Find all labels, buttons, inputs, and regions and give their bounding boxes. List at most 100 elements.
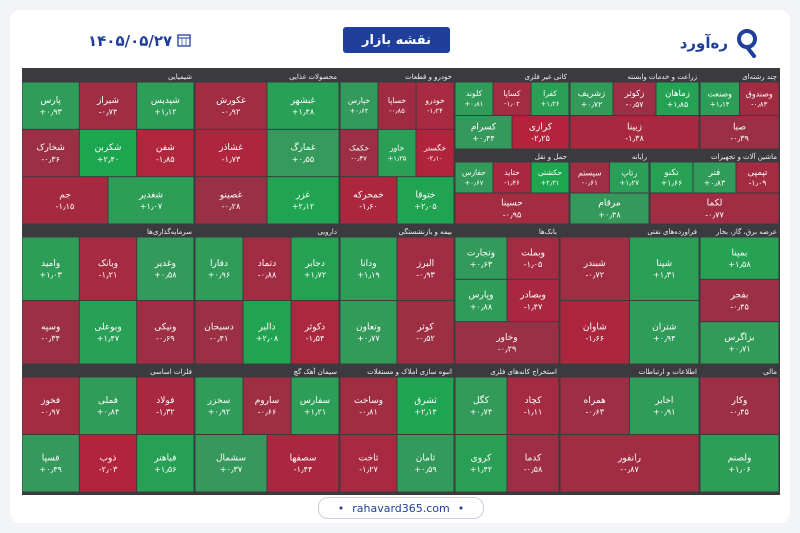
stock-change: -۰٫۷۷ [705,209,724,219]
stock-change: +۰٫۸۴ [97,407,119,417]
stock-change: -۱٫۳۲ [156,407,175,417]
stock-name: دالبر [258,322,276,332]
logo-text: ره‌آورد [679,34,728,52]
stock-change: +۰٫۶۲ [350,107,369,115]
stock-tile [22,82,79,129]
stock-name: غشاذر [218,143,243,153]
stock-tile [700,116,779,149]
calendar-icon[interactable] [177,33,192,47]
stock-change: +۰٫۵۵ [292,154,314,164]
stock-change: -۰٫۵۸ [524,464,543,474]
stock-name: وتعاون [356,322,381,332]
stock-tile [195,301,243,364]
stock-tile [512,116,569,149]
stock-tile [79,435,137,492]
stock-change: +۰٫۹۴ [653,333,675,343]
stock-change: -۱٫۶۰ [359,201,378,211]
stock-name: خپارس [348,96,371,105]
stock-name: خودرو [424,96,445,105]
stock-name: وصنعت [708,90,733,99]
stock-change: -۱٫۲۷ [359,464,378,474]
stock-change: -۰٫۴۱ [210,333,229,343]
stock-tile [613,82,656,115]
stock-tile [340,237,397,300]
sector-label: اطلاعات و ارتباطات [639,368,697,376]
stock-tile [22,129,79,177]
stock-tile [137,301,194,364]
stock-tile [137,377,194,434]
stock-tile [507,377,559,434]
stock-tile [493,82,531,115]
stock-change: -۰٫۸۵ [389,107,405,115]
stock-change: -۰٫۹۵ [503,209,522,219]
stock-change: +۱٫۴۲ [470,464,492,474]
stock-change: +۰٫۹۲ [208,407,230,417]
stock-name: شکربن [95,143,122,153]
stock-name: اخابر [654,396,673,406]
stock-tile [195,435,267,492]
stock-change: -۰٫۸۷ [620,464,639,474]
stock-name: شفن [156,143,175,153]
stock-tile [570,193,649,224]
sector-label: بیمه و بازنشستگی [399,227,452,236]
stock-change: +۱٫۵۸ [728,259,751,269]
stock-name: البرز [416,259,434,269]
stock-tile [700,322,779,364]
stock-change: +۱٫۳۶ [541,100,560,108]
stock-name: کچاد [525,396,543,406]
stock-name: خکمک [349,143,369,152]
stock-tile [531,82,569,115]
stock-change: +۱٫۸۵ [667,100,688,109]
stock-change: -۰٫۲۸ [222,201,241,211]
stock-tile [416,82,454,129]
stock-change: +۱٫۳۵ [388,154,407,162]
stock-name: کسرام [471,122,497,132]
stock-tile [455,162,493,193]
stock-name: غصینو [219,190,243,200]
stock-tile [243,237,291,300]
sector-label: محصولات غذایی [289,73,337,81]
stock-change: -۰٫۳۹ [730,133,749,143]
stock-change: +۱٫۴۷ [97,333,120,343]
stock-change: -۰٫۹۲ [222,106,241,116]
stock-change: -۰٫۶۳ [585,407,604,417]
stock-tile [570,162,609,193]
stock-change: -۰٫۸۳ [751,99,768,108]
stock-tile [137,237,194,300]
stock-name: زشریف [578,89,605,99]
date-text: ۱۴۰۵/۰۵/۲۷ [88,32,173,50]
stock-name: ثامان [416,453,436,463]
stock-change: -۲٫۰۳ [99,464,118,474]
sector-label: زراعت و خدمات وابسته [627,73,697,81]
stock-name: ثاخت [359,453,379,463]
stock-tile [397,435,454,492]
stock-tile [137,129,194,177]
stock-name: غبشهر [290,96,316,106]
stock-change: +۰٫۳۷ [220,464,243,474]
stock-name: غمارگ [290,141,315,153]
stock-name: ختوقا [416,190,436,200]
stock-name: سصفها [290,453,317,463]
logo[interactable]: ره‌آورد [680,28,760,58]
stock-name: حکشتی [538,168,563,177]
stock-name: لکما [707,199,723,209]
stock-name: همراه [584,396,606,406]
stock-name: شپنا [656,259,672,269]
stock-tile [455,279,507,322]
stock-change: +۱٫۱۹ [357,270,379,280]
stock-tile [22,377,79,434]
stock-tile [455,193,569,224]
stock-tile [267,129,339,177]
stock-tile [416,129,454,177]
stock-change: -۱٫۶۶ [585,333,604,343]
stock-name: زماهان [665,89,690,99]
stock-name: فولاد [156,396,174,406]
stock-tile [656,82,699,115]
stock-name: وبصادر [519,291,546,301]
stock-change: +۰٫۸۱ [465,100,484,108]
page-title[interactable]: نقشه بازار [343,27,450,53]
footer[interactable]: • rahavard365.com • [318,497,484,519]
stock-name: رانفور [617,453,641,463]
stock-tile [243,377,291,434]
stock-tile [455,82,493,115]
